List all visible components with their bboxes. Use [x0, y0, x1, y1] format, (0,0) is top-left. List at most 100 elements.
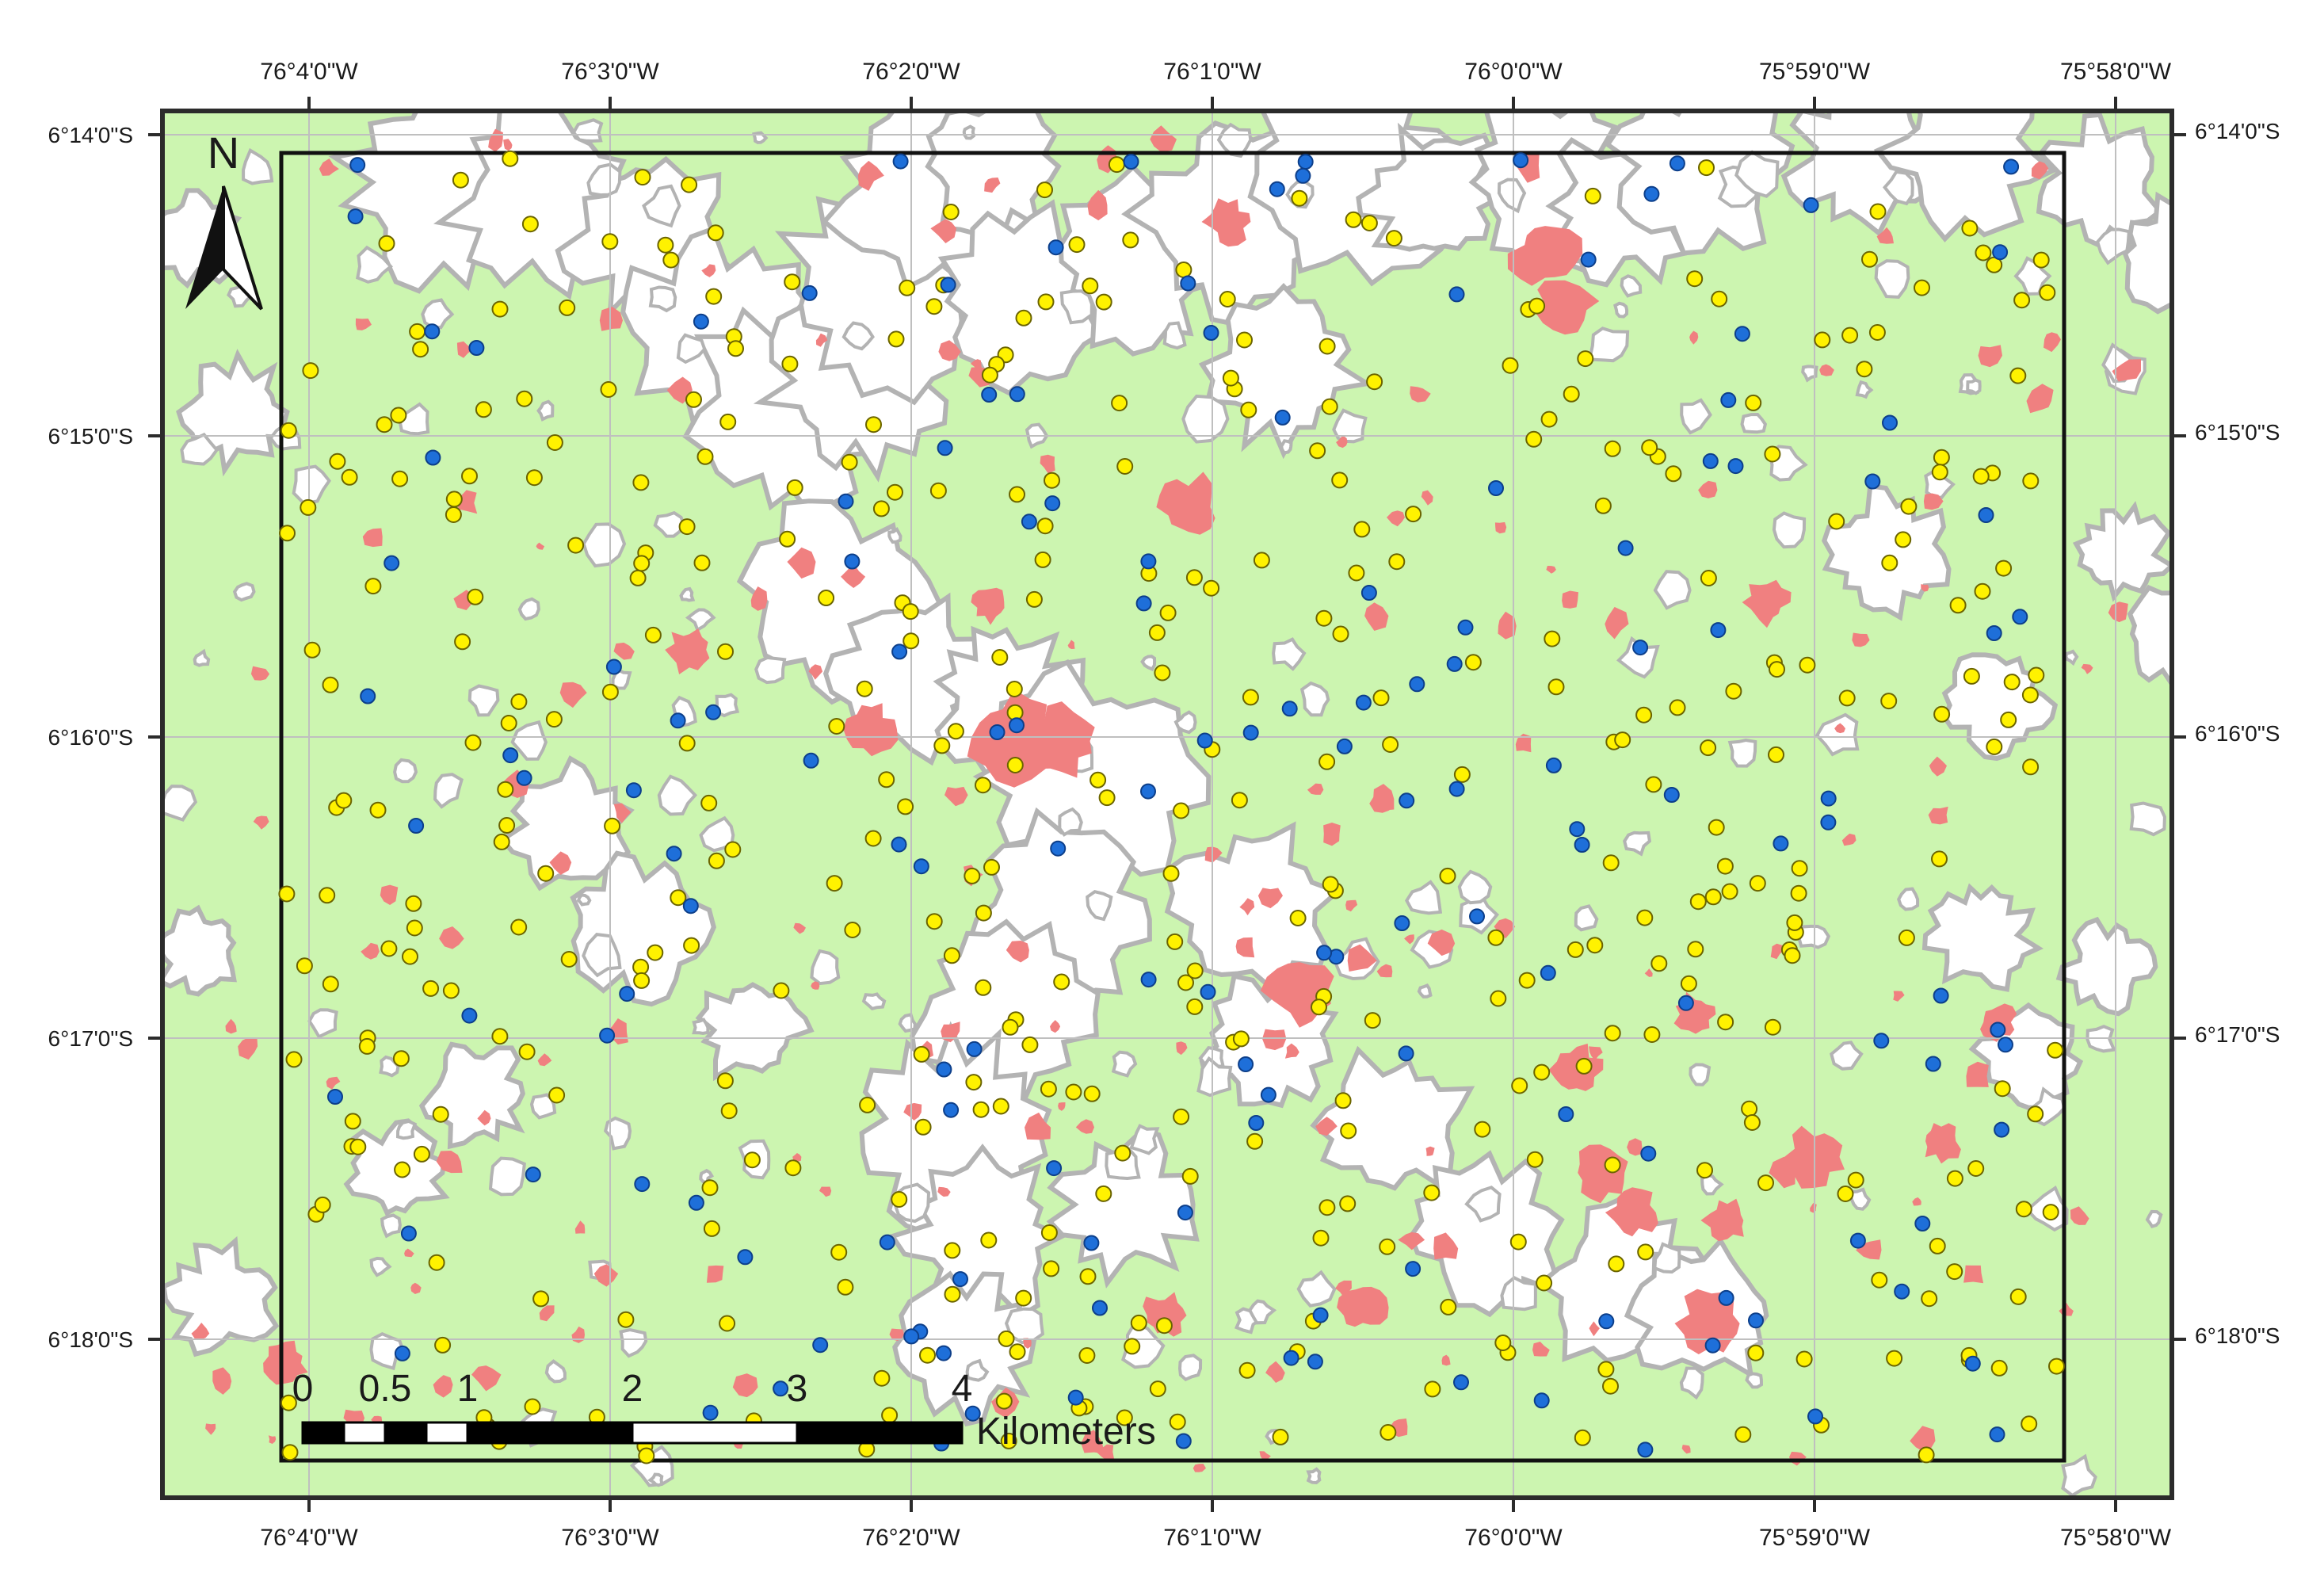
blue-sample-point [803, 752, 819, 769]
yellow-sample-point [1898, 929, 1915, 946]
yellow-sample-point [1315, 609, 1333, 627]
cleared-speck [1897, 887, 1920, 911]
blue-sample-point [349, 157, 366, 174]
disturbance-speck [1335, 1280, 1352, 1298]
cleared-patch [162, 904, 237, 997]
cleared-speck [544, 1359, 567, 1384]
yellow-sample-point [662, 251, 680, 269]
yellow-sample-point [601, 683, 619, 701]
cleared-speck [1497, 178, 1527, 214]
cleared-patch [2127, 584, 2172, 687]
yellow-sample-point [1786, 914, 1803, 931]
yellow-sample-point [1222, 369, 1239, 387]
cleared-speck [1653, 1242, 1681, 1274]
yellow-sample-point [1528, 297, 1546, 315]
yellow-sample-point [872, 500, 890, 517]
yellow-sample-point [2013, 292, 2031, 309]
scale-bar-segment [384, 1421, 428, 1445]
yellow-sample-point [784, 273, 801, 291]
yellow-sample-point [2003, 674, 2021, 691]
blue-sample-point [1405, 1261, 1421, 1277]
disturbance-speck [1546, 566, 1556, 574]
disturbance-speck [574, 1220, 586, 1234]
blue-sample-point [1355, 694, 1372, 711]
cleared-speck [2129, 801, 2166, 837]
yellow-sample-point [865, 416, 882, 433]
yellow-sample-point [1385, 230, 1402, 247]
yellow-sample-point [390, 407, 407, 424]
blue-sample-point [879, 1234, 895, 1251]
yellow-sample-point [644, 626, 662, 643]
cleared-speck [488, 1156, 526, 1197]
blue-sample-point [891, 643, 908, 660]
disturbance-speck [593, 1264, 619, 1287]
yellow-sample-point [701, 1179, 719, 1197]
yellow-sample-point [548, 1086, 566, 1104]
cleared-speck [965, 1358, 990, 1382]
yellow-sample-point [1116, 1409, 1133, 1426]
yellow-sample-point [681, 176, 698, 193]
cleared-speck [1587, 326, 1630, 363]
disturbance-speck [857, 160, 884, 191]
yellow-sample-point [1994, 1080, 2011, 1098]
cleared-speck [1734, 150, 1780, 198]
yellow-sample-point [903, 632, 920, 650]
yellow-sample-point [1931, 464, 1948, 481]
yellow-sample-point [1155, 1317, 1173, 1335]
blue-sample-point [1580, 251, 1597, 268]
yellow-sample-point [1122, 231, 1139, 249]
yellow-sample-point [719, 1315, 736, 1332]
blue-sample-point [1307, 1354, 1323, 1370]
cleared-speck [1882, 170, 1914, 206]
cleared-speck [1129, 1124, 1160, 1155]
yellow-sample-point [1095, 293, 1112, 311]
cleared-speck [679, 586, 696, 602]
yellow-sample-point [1871, 1271, 1888, 1289]
top-lon-label: 75°59'0"W [1759, 59, 1871, 85]
yellow-sample-point [1040, 1080, 1057, 1098]
cleared-patch [1604, 111, 1795, 256]
blue-sample-point [702, 1404, 719, 1421]
cleared-patch [1198, 283, 1374, 460]
yellow-sample-point [1635, 706, 1653, 724]
disturbance-speck [1307, 783, 1324, 795]
blue-sample-point [1933, 987, 1949, 1004]
yellow-sample-point [1238, 1361, 1256, 1379]
blue-sample-point [605, 659, 622, 675]
cleared-speck [647, 1472, 664, 1487]
yellow-sample-point [376, 416, 393, 433]
disturbance-speck [1770, 943, 1784, 960]
cleared-speck [1874, 259, 1910, 299]
disturbance-speck [2070, 1206, 2089, 1225]
disturbance-speck [1532, 1342, 1550, 1357]
bottom-lon-label: 75°58'0"W [2060, 1525, 2172, 1551]
blue-sample-point [1569, 821, 1586, 838]
yellow-sample-point [1272, 1428, 1289, 1445]
disturbance-speck [1876, 227, 1894, 244]
blue-sample-point [1242, 724, 1259, 741]
cleared-speck [180, 432, 219, 466]
blue-sample-point [1978, 507, 1994, 523]
yellow-sample-point [943, 947, 960, 964]
disturbance-patch [843, 703, 899, 757]
study-area-boundary [279, 151, 2066, 1463]
yellow-sample-point [559, 299, 576, 316]
yellow-sample-point [1680, 975, 1697, 992]
scale-bar-segments [301, 1421, 964, 1445]
yellow-sample-point [1841, 326, 1859, 344]
cleared-speck [1162, 321, 1187, 350]
disturbance-speck [1689, 330, 1699, 345]
yellow-sample-point [1974, 582, 1991, 600]
disturbance-speck [1025, 1112, 1051, 1140]
cleared-speck [1745, 1372, 1764, 1389]
scale-bar-segment [796, 1421, 964, 1445]
yellow-sample-point [510, 918, 528, 936]
yellow-sample-point [1643, 1026, 1661, 1043]
disturbance-speck [1921, 584, 1929, 592]
yellow-sample-point [617, 1311, 635, 1328]
blue-sample-point [1283, 1350, 1299, 1366]
yellow-sample-point [779, 530, 796, 548]
yellow-sample-point [1079, 1268, 1097, 1285]
yellow-sample-point [859, 1096, 876, 1113]
yellow-sample-point [1185, 569, 1203, 586]
